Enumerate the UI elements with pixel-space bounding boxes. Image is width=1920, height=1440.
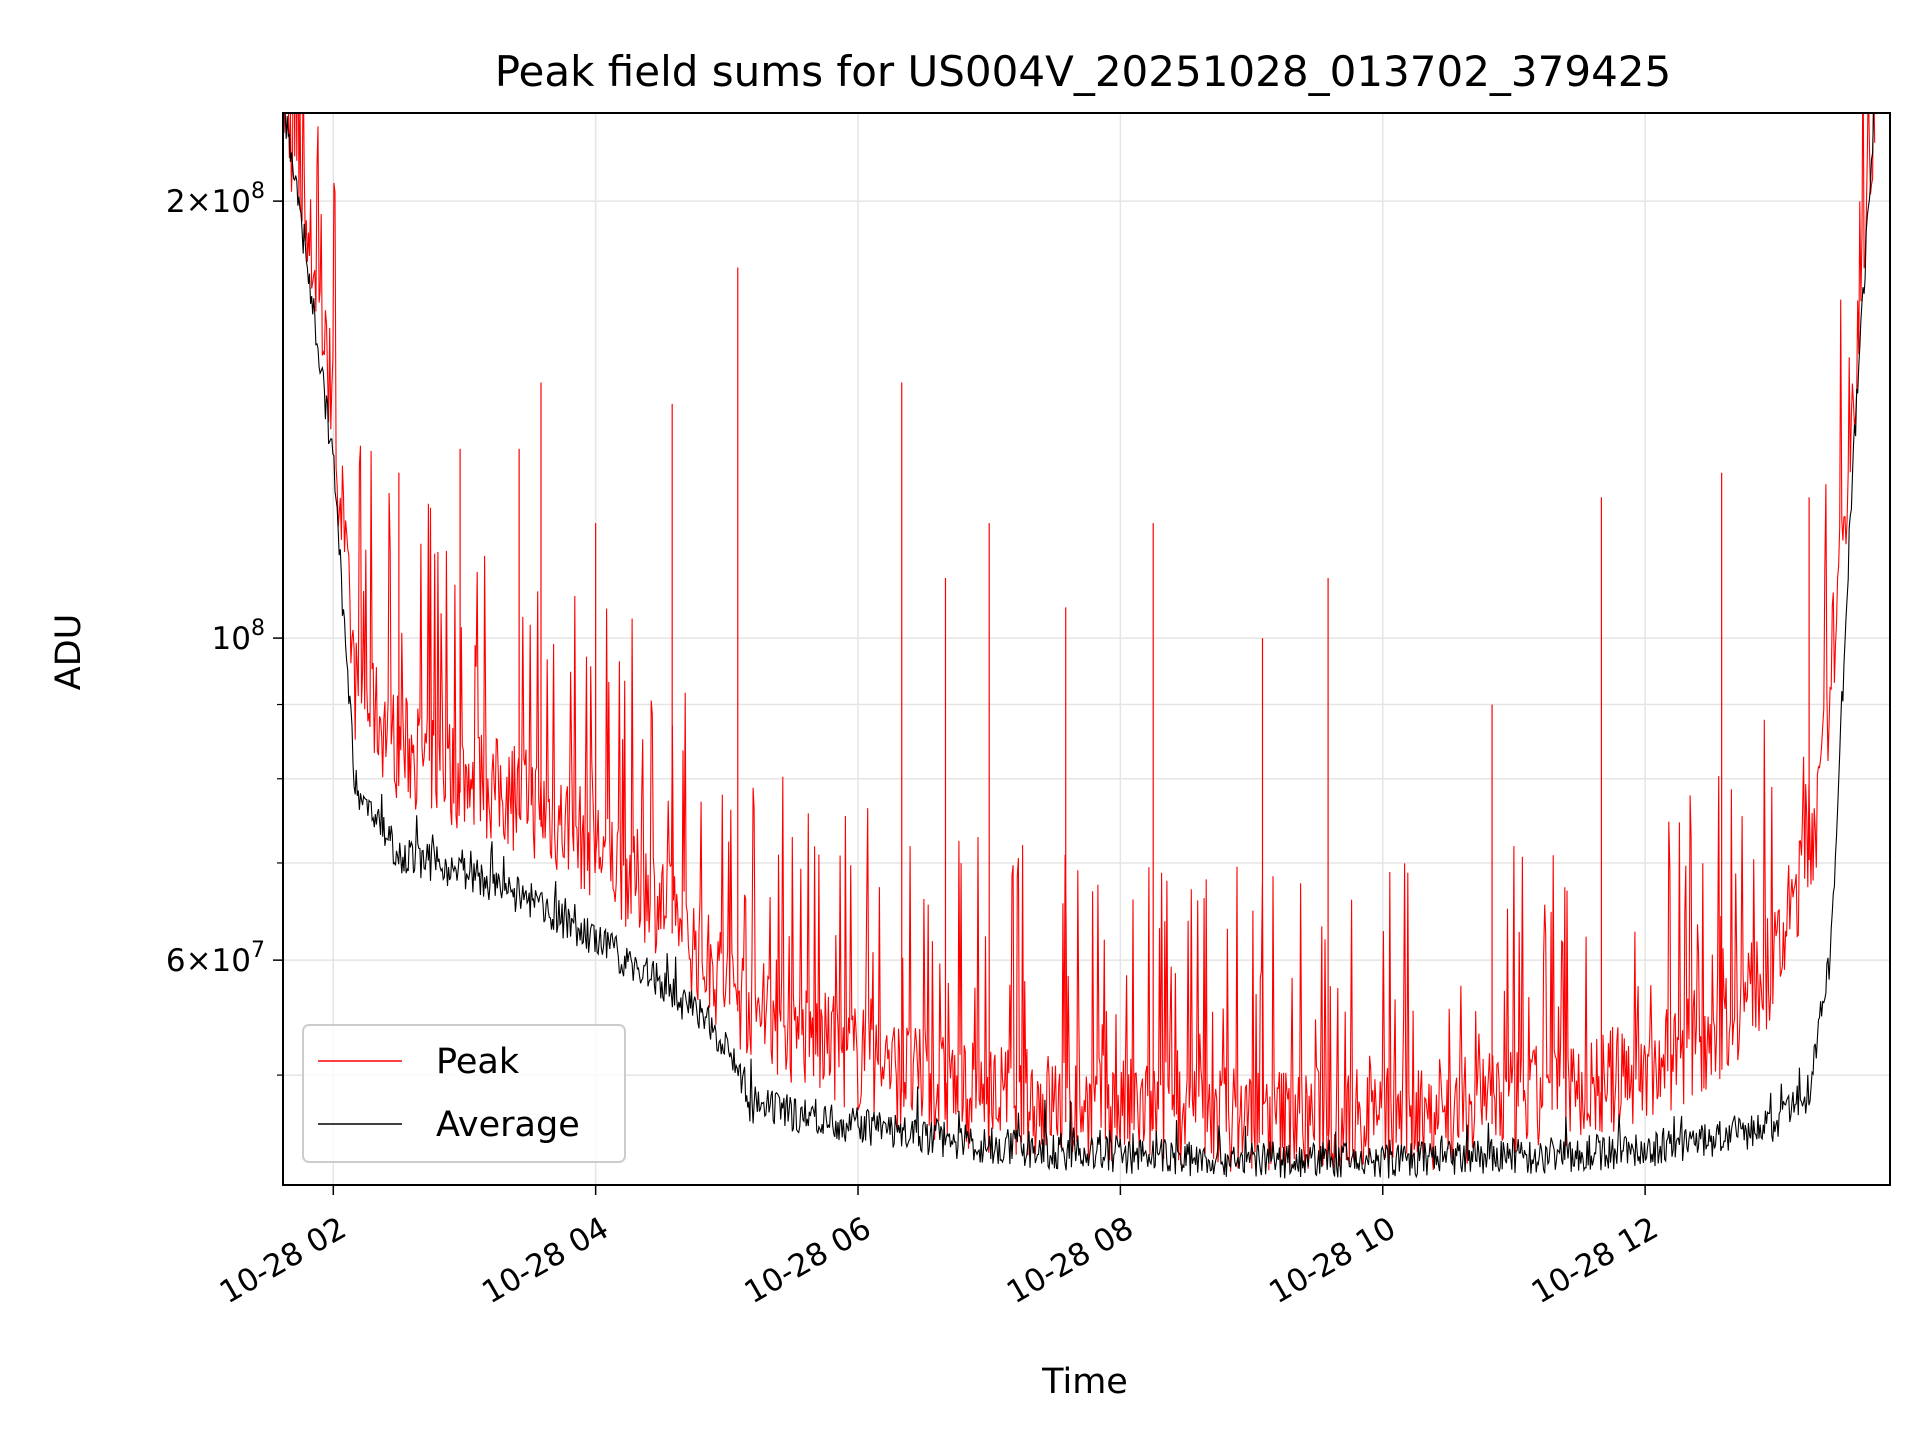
x-axis-title: Time	[1041, 1362, 1128, 1402]
x-tick-label: 10-28 02	[214, 1210, 353, 1311]
grid-lines	[283, 113, 1890, 1185]
y-tick-label: 2×108	[166, 179, 265, 220]
peak-series-line	[283, 113, 1876, 1172]
legend-average-label: Average	[436, 1105, 580, 1145]
x-tick-label: 10-28 04	[476, 1210, 615, 1311]
series-layer	[283, 113, 1876, 1179]
legend: Peak Average	[302, 1024, 626, 1163]
average-series-line	[284, 113, 1875, 1179]
x-tick-label: 10-28 06	[739, 1210, 878, 1311]
x-tick-label: 10-28 10	[1263, 1210, 1402, 1311]
plot-frame	[282, 112, 1891, 1186]
y-tick-label: 108	[212, 616, 265, 657]
legend-box	[302, 1024, 626, 1163]
x-tick-label: 10-28 12	[1526, 1210, 1665, 1311]
y-axis-title: ADU	[49, 614, 89, 691]
chart-title: Peak field sums for US004V_20251028_0137…	[495, 47, 1672, 96]
x-tick-label: 10-28 08	[1001, 1210, 1140, 1311]
y-tick-label: 6×107	[166, 938, 265, 979]
legend-peak-label: Peak	[436, 1042, 520, 1082]
